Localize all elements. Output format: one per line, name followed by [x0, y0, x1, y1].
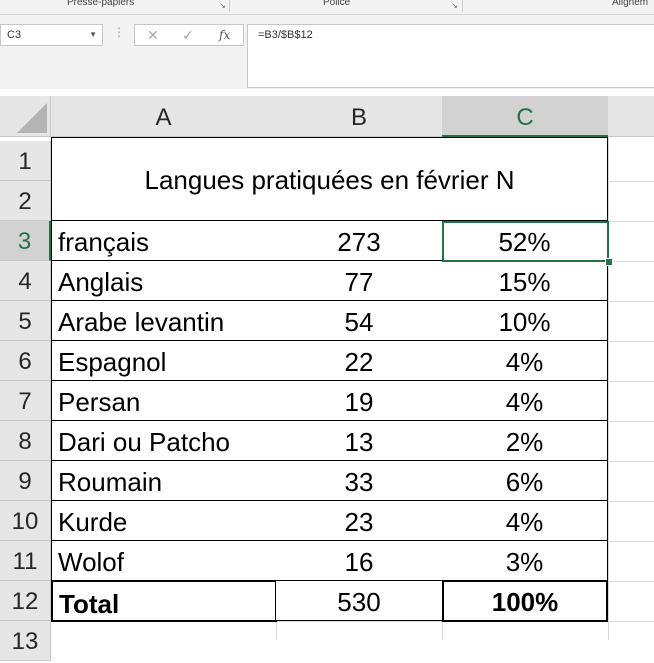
- cell-b7[interactable]: 19: [276, 381, 443, 421]
- row-header-11[interactable]: 11: [0, 541, 51, 581]
- gridline: [51, 621, 654, 622]
- gridline: [608, 221, 654, 222]
- chevron-down-icon[interactable]: ▼: [89, 30, 97, 39]
- cell-c5[interactable]: 10%: [442, 301, 608, 341]
- cell-a8[interactable]: Dari ou Patcho: [51, 421, 277, 461]
- dialog-launcher-icon[interactable]: ↘: [451, 1, 458, 10]
- gridline: [608, 137, 609, 640]
- dialog-launcher-icon[interactable]: ↘: [219, 1, 226, 10]
- cell-a11[interactable]: Wolof: [51, 541, 277, 581]
- gridline: [608, 381, 654, 382]
- gridline: [442, 621, 443, 640]
- cell-a3[interactable]: français: [51, 221, 277, 261]
- row-header-9[interactable]: 9: [0, 461, 51, 501]
- ribbon-separator: [229, 0, 230, 12]
- row-header-12[interactable]: 12: [0, 581, 51, 621]
- cell-c6[interactable]: 4%: [442, 341, 608, 381]
- column-header-a[interactable]: A: [51, 96, 277, 137]
- gridline: [608, 181, 654, 182]
- row-header-6[interactable]: 6: [0, 341, 51, 381]
- row-header-13[interactable]: 13: [0, 621, 51, 661]
- check-icon[interactable]: ✓: [182, 27, 194, 43]
- cell-a6[interactable]: Espagnol: [51, 341, 277, 381]
- cell-c9[interactable]: 6%: [442, 461, 608, 501]
- ribbon-separator: [462, 0, 463, 12]
- cell-b3[interactable]: 273: [276, 221, 443, 261]
- cell-a4[interactable]: Anglais: [51, 261, 277, 301]
- formula-input[interactable]: =B3/$B$12: [247, 24, 654, 88]
- cell-b8[interactable]: 13: [276, 421, 443, 461]
- row-header-1[interactable]: 1: [0, 141, 51, 181]
- row-header-5[interactable]: 5: [0, 301, 51, 341]
- gridline: [608, 301, 654, 302]
- gridline: [608, 421, 654, 422]
- more-options-icon[interactable]: ⋮: [113, 25, 125, 39]
- gridline: [608, 341, 654, 342]
- cancel-icon[interactable]: ✕: [147, 27, 159, 43]
- cell-a5[interactable]: Arabe levantin: [51, 301, 277, 341]
- cell-b5[interactable]: 54: [276, 301, 443, 341]
- row-header-3[interactable]: 3: [0, 221, 51, 261]
- ribbon: Presse-papiers ↘ Police ↘ Alignem: [0, 0, 654, 15]
- cell-b9[interactable]: 33: [276, 461, 443, 501]
- cell-b10[interactable]: 23: [276, 501, 443, 541]
- row-header-2[interactable]: 2: [0, 181, 51, 221]
- row-header-7[interactable]: 7: [0, 381, 51, 421]
- row-header-8[interactable]: 8: [0, 421, 51, 461]
- gridline: [276, 621, 277, 640]
- formula-buttons: ✕ ✓ fx: [134, 24, 244, 46]
- cell-c12-total-pct[interactable]: 100%: [442, 580, 608, 622]
- select-all-triangle-icon: [17, 103, 47, 133]
- gridline: [608, 541, 654, 542]
- gridline: [608, 461, 654, 462]
- column-header-c[interactable]: C: [442, 96, 609, 137]
- insert-function-icon[interactable]: fx: [219, 28, 231, 42]
- cell-b11[interactable]: 16: [276, 541, 443, 581]
- ribbon-group-alignment: Alignem: [612, 0, 649, 8]
- cell-b12-total-count[interactable]: 530: [276, 581, 443, 621]
- row-header-10[interactable]: 10: [0, 501, 51, 541]
- cell-c3[interactable]: 52%: [442, 221, 608, 261]
- ribbon-group-font: Police: [323, 0, 351, 8]
- cell-a9[interactable]: Roumain: [51, 461, 277, 501]
- cell-c10[interactable]: 4%: [442, 501, 608, 541]
- row-header-4[interactable]: 4: [0, 261, 51, 301]
- select-all-button[interactable]: [0, 96, 51, 137]
- cell-a10[interactable]: Kurde: [51, 501, 277, 541]
- formula-bar: C3 ▼ ⋮ ✕ ✓ fx =B3/$B$12: [0, 15, 654, 89]
- ribbon-group-clipboard: Presse-papiers: [67, 0, 135, 8]
- cell-c4[interactable]: 15%: [442, 261, 608, 301]
- name-box-value: C3: [7, 29, 22, 41]
- cell-a7[interactable]: Persan: [51, 381, 277, 421]
- cell-c8[interactable]: 2%: [442, 421, 608, 461]
- name-box[interactable]: C3 ▼: [0, 24, 103, 46]
- cell-a12-total-label[interactable]: Total: [51, 580, 277, 622]
- gridline: [608, 581, 654, 582]
- cell-c11[interactable]: 3%: [442, 541, 608, 581]
- column-header-b[interactable]: B: [276, 96, 443, 137]
- gridline: [608, 261, 654, 262]
- cell-title[interactable]: Langues pratiquées en février N: [51, 137, 608, 221]
- fill-handle[interactable]: [605, 258, 613, 266]
- column-header-d[interactable]: [608, 96, 654, 137]
- cell-b4[interactable]: 77: [276, 261, 443, 301]
- gridline: [608, 501, 654, 502]
- cell-c7[interactable]: 4%: [442, 381, 608, 421]
- cell-b6[interactable]: 22: [276, 341, 443, 381]
